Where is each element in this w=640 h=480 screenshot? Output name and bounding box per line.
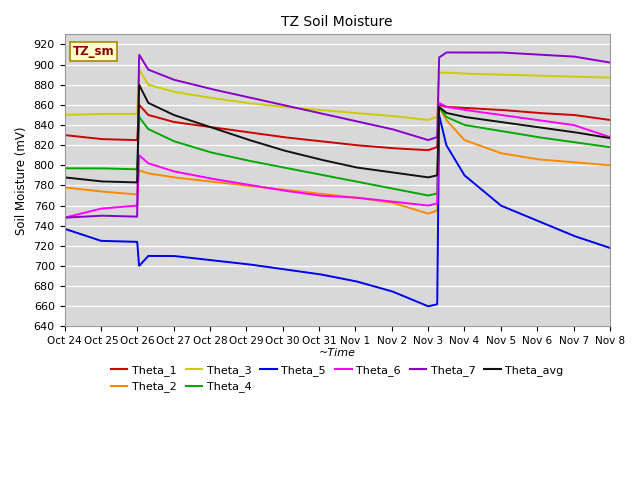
Theta_6 (435, 100, 443, 106)
Theta_avg (591, 132, 598, 138)
Theta_2 (491, 148, 499, 154)
Theta_6 (326, 193, 333, 199)
Line: Theta_avg: Theta_avg (65, 85, 610, 182)
Theta_5 (88, 235, 96, 241)
Theta_1 (61, 132, 68, 138)
Theta_6 (490, 111, 498, 117)
Theta_5 (326, 273, 333, 279)
Theta_7 (443, 49, 451, 55)
Theta_3 (136, 67, 143, 73)
Line: Theta_4: Theta_4 (65, 107, 610, 195)
Theta_7 (590, 57, 598, 63)
Line: Theta_2: Theta_2 (65, 107, 610, 214)
Theta_3 (61, 112, 68, 118)
Theta_4 (88, 166, 96, 171)
Theta_2 (591, 161, 598, 167)
Theta_3 (591, 74, 598, 80)
Theta_avg (88, 178, 96, 183)
Theta_5 (424, 303, 432, 309)
Theta_3 (606, 75, 614, 81)
Text: TZ_sm: TZ_sm (73, 45, 115, 58)
Theta_avg (326, 159, 334, 165)
Theta_2 (312, 190, 319, 196)
Theta_3 (591, 74, 598, 80)
Theta_avg (591, 132, 598, 138)
Theta_4 (591, 142, 598, 148)
Theta_1 (491, 107, 499, 112)
Line: Theta_7: Theta_7 (65, 52, 610, 217)
Theta_1 (326, 139, 333, 145)
Theta_4 (591, 142, 598, 148)
Line: Theta_6: Theta_6 (65, 103, 610, 217)
Theta_4 (435, 104, 443, 110)
Theta_1 (88, 135, 96, 141)
Theta_5 (606, 245, 614, 251)
Theta_7 (490, 49, 498, 55)
Theta_1 (435, 102, 443, 108)
Theta_3 (491, 72, 499, 77)
Theta_3 (424, 117, 432, 123)
Theta_6 (312, 192, 319, 198)
Theta_avg (491, 118, 499, 124)
Theta_3 (88, 111, 96, 117)
Theta_2 (88, 188, 96, 193)
Theta_2 (606, 162, 614, 168)
Theta_3 (312, 107, 319, 112)
Theta_7 (88, 213, 96, 219)
Theta_2 (61, 185, 68, 191)
Theta_6 (61, 215, 68, 220)
Theta_4 (326, 174, 333, 180)
Title: TZ Soil Moisture: TZ Soil Moisture (282, 15, 393, 29)
Theta_4 (424, 192, 432, 198)
Theta_5 (491, 197, 499, 203)
Theta_6 (606, 134, 614, 140)
Theta_2 (326, 192, 333, 198)
Theta_avg (133, 180, 141, 185)
Theta_7 (312, 109, 319, 115)
Theta_3 (326, 108, 334, 114)
Theta_5 (435, 112, 443, 118)
Theta_6 (591, 129, 598, 135)
Theta_1 (606, 117, 614, 123)
Theta_5 (312, 271, 319, 276)
Theta_7 (591, 57, 598, 63)
X-axis label: ~Time: ~Time (319, 348, 356, 358)
Line: Theta_3: Theta_3 (65, 70, 610, 120)
Y-axis label: Soil Moisture (mV): Soil Moisture (mV) (15, 126, 28, 235)
Theta_4 (491, 127, 499, 133)
Theta_4 (312, 171, 319, 177)
Line: Theta_5: Theta_5 (65, 115, 610, 306)
Theta_5 (591, 240, 598, 246)
Theta_5 (61, 226, 68, 232)
Theta_avg (61, 175, 68, 180)
Theta_6 (88, 208, 96, 214)
Theta_1 (312, 138, 319, 144)
Theta_avg (136, 82, 143, 88)
Theta_5 (591, 240, 598, 246)
Theta_4 (606, 144, 614, 150)
Theta_7 (61, 215, 68, 220)
Theta_1 (424, 147, 432, 153)
Theta_7 (326, 112, 333, 118)
Theta_7 (606, 60, 614, 65)
Theta_6 (590, 129, 598, 135)
Theta_2 (591, 161, 598, 167)
Theta_avg (606, 135, 614, 141)
Theta_1 (591, 115, 598, 120)
Theta_2 (435, 104, 443, 110)
Line: Theta_1: Theta_1 (65, 105, 610, 150)
Theta_1 (591, 115, 598, 121)
Theta_avg (312, 156, 319, 161)
Legend: Theta_1, Theta_2, Theta_3, Theta_4, Theta_5, Theta_6, Theta_7, Theta_avg: Theta_1, Theta_2, Theta_3, Theta_4, Thet… (106, 360, 568, 397)
Theta_2 (424, 211, 432, 216)
Theta_4 (61, 166, 68, 171)
